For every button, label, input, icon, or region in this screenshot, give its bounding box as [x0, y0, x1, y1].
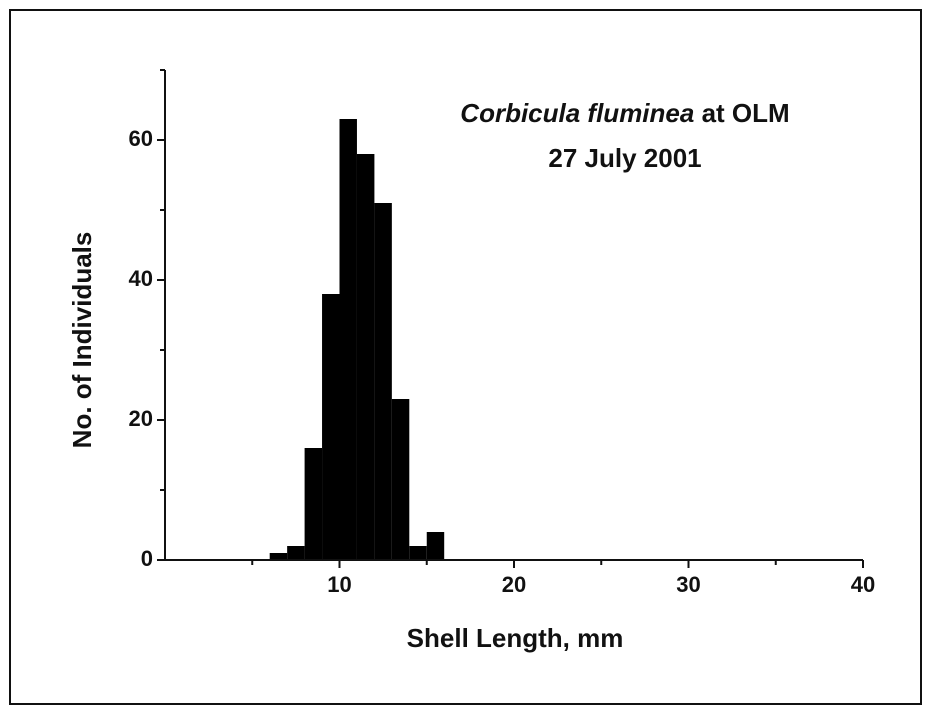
y-tick-label: 40 — [129, 266, 153, 291]
x-tick-label: 10 — [327, 572, 351, 597]
chart-subtitle: 27 July 2001 — [548, 143, 701, 173]
bar — [304, 448, 323, 560]
y-axis-label: No. of Individuals — [67, 232, 97, 449]
bar — [391, 399, 410, 560]
x-tick-label: 30 — [676, 572, 700, 597]
title-part: at OLM — [694, 98, 789, 128]
y-tick-label: 60 — [129, 126, 153, 151]
bar — [339, 119, 357, 560]
frame — [9, 9, 922, 705]
bar — [269, 553, 288, 560]
bar — [374, 203, 392, 560]
y-tick-label: 20 — [129, 406, 153, 431]
chart-title: Corbicula fluminea at OLM — [460, 98, 789, 128]
y-tick-label: 0 — [141, 546, 153, 571]
bar — [409, 546, 427, 560]
title-part: Corbicula fluminea — [460, 98, 694, 128]
bar — [287, 546, 305, 560]
bar — [356, 154, 375, 560]
x-tick-label: 40 — [851, 572, 875, 597]
x-tick-label: 20 — [502, 572, 526, 597]
bar — [322, 294, 340, 560]
x-axis-label: Shell Length, mm — [407, 623, 624, 653]
bar — [426, 532, 445, 560]
